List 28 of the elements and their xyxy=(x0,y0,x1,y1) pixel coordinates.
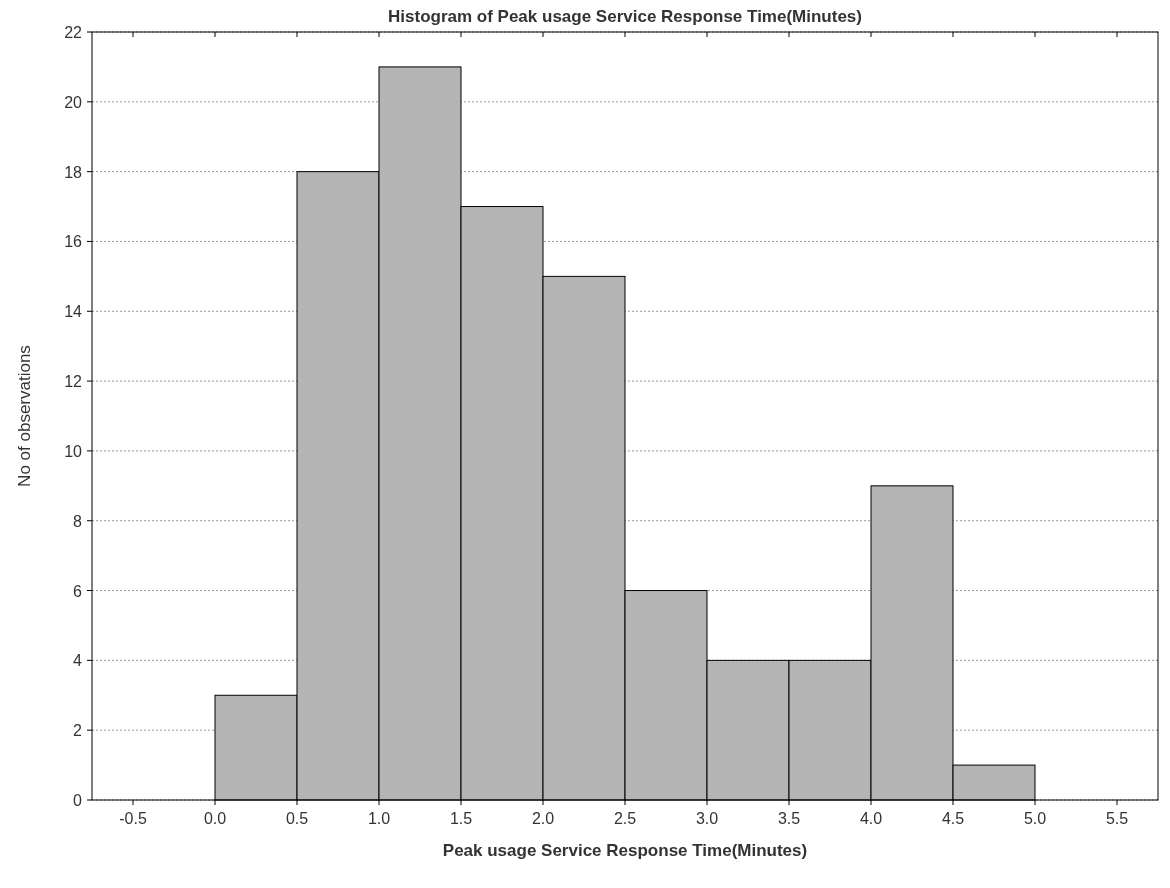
y-tick-label: 22 xyxy=(64,24,83,41)
x-tick-label: 2.5 xyxy=(613,810,637,827)
x-tick-label: 1.5 xyxy=(449,810,473,827)
y-axis-title: No of observations xyxy=(15,345,34,487)
x-tick-label: -0.5 xyxy=(119,810,147,827)
x-tick-label: 3.0 xyxy=(695,810,719,827)
x-tick-label: 0.5 xyxy=(285,810,309,827)
x-tick-label: 5.5 xyxy=(1105,810,1129,827)
x-tick-label: 2.0 xyxy=(531,810,555,827)
y-tick-label: 4 xyxy=(73,652,83,670)
x-tick-label: 5.0 xyxy=(1023,810,1047,827)
y-tick-label: 2 xyxy=(73,722,83,740)
x-tick-label: 1.0 xyxy=(367,810,391,827)
x-tick-label: 0.0 xyxy=(203,810,227,827)
y-tick-label: 18 xyxy=(64,163,83,181)
y-tick-label: 0 xyxy=(73,792,83,809)
x-tick-label: 4.0 xyxy=(859,810,883,827)
chart-title: Histogram of Peak usage Service Response Time(Minutes) xyxy=(388,7,862,26)
x-tick-label: 3.5 xyxy=(777,810,801,827)
x-axis-title: Peak usage Service Response Time(Minutes) xyxy=(442,841,808,860)
x-tick-label: 4.5 xyxy=(941,810,965,827)
y-tick-label: 10 xyxy=(64,442,83,460)
y-tick-label: 12 xyxy=(64,373,83,391)
y-tick-label: 16 xyxy=(64,233,83,251)
y-tick-label: 20 xyxy=(64,93,83,111)
y-tick-label: 6 xyxy=(73,582,83,600)
y-tick-label: 8 xyxy=(73,512,83,530)
y-tick-label: 14 xyxy=(64,303,83,321)
